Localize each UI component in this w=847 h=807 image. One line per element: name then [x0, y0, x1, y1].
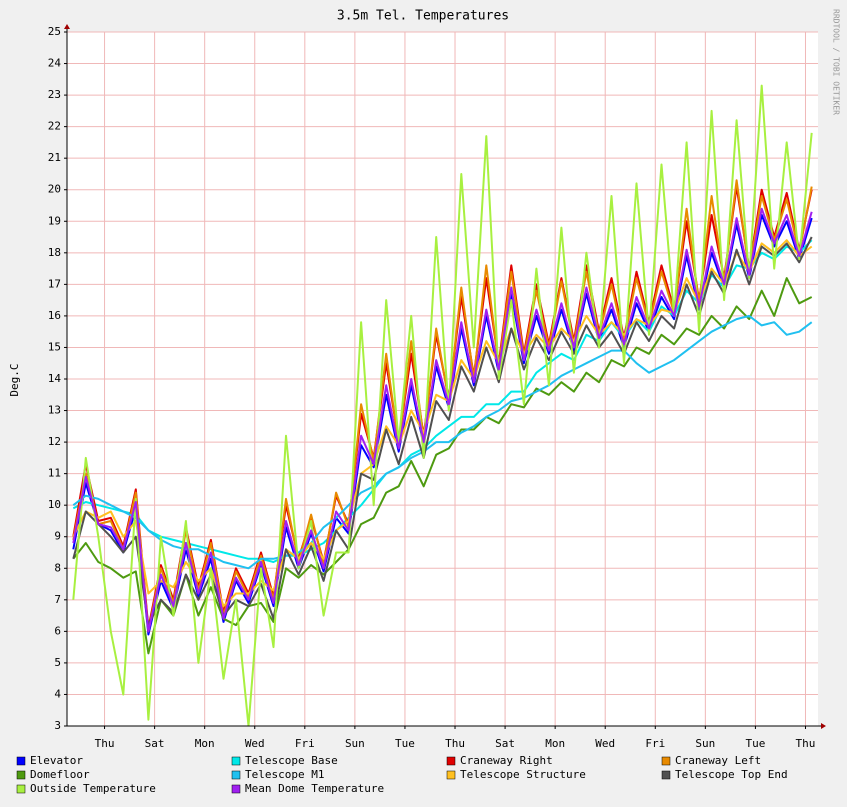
x-tick-label: Thu — [796, 737, 816, 750]
y-tick-label: 15 — [48, 340, 61, 353]
legend-swatch — [231, 784, 241, 794]
x-tick-label: Sat — [145, 737, 165, 750]
y-tick-label: 10 — [48, 498, 61, 511]
y-tick-label: 4 — [54, 687, 61, 700]
series-line — [72, 314, 813, 570]
y-tick-label: 14 — [48, 372, 62, 385]
x-tick-label: Sat — [495, 737, 515, 750]
y-tick-label: 6 — [54, 624, 61, 637]
legend-swatch — [446, 756, 456, 766]
y-axis-label: Deg.C — [8, 363, 21, 396]
legend-label: Telescope Structure — [460, 768, 586, 781]
side-note: RRDTOOL / TOBI OETIKER — [832, 9, 841, 115]
legend-swatch — [446, 770, 456, 780]
legend-swatch — [16, 770, 26, 780]
y-tick-label: 11 — [48, 467, 61, 480]
legend-label: Craneway Left — [675, 754, 761, 767]
x-tick-label: Wed — [245, 737, 265, 750]
x-tick-label: Tue — [395, 737, 415, 750]
legend-swatch — [231, 756, 241, 766]
x-tick-label: Wed — [595, 737, 615, 750]
x-tick-label: Fri — [645, 737, 665, 750]
y-tick-label: 17 — [48, 277, 61, 290]
series-line — [72, 239, 813, 608]
x-tick-label: Sun — [345, 737, 365, 750]
x-tick-label: Mon — [195, 737, 215, 750]
series-line — [72, 239, 813, 563]
legend-label: Outside Temperature — [30, 782, 156, 795]
legend-swatch — [661, 756, 671, 766]
legend-label: Elevator — [30, 754, 83, 767]
y-tick-label: 3 — [54, 719, 61, 732]
series-line — [72, 207, 813, 633]
y-tick-label: 22 — [48, 120, 61, 133]
legend-label: Telescope Top End — [675, 768, 788, 781]
x-tick-label: Mon — [545, 737, 565, 750]
legend-swatch — [661, 770, 671, 780]
series-line — [72, 277, 813, 655]
x-tick-label: Sun — [695, 737, 715, 750]
x-tick-label: Thu — [445, 737, 465, 750]
x-axis-arrow — [821, 723, 826, 729]
legend-label: Telescope M1 — [245, 768, 324, 781]
y-tick-label: 12 — [48, 435, 61, 448]
series-line — [72, 236, 813, 627]
legend-swatch — [16, 756, 26, 766]
y-tick-label: 21 — [48, 151, 61, 164]
y-tick-label: 23 — [48, 88, 61, 101]
x-tick-label: Thu — [95, 737, 115, 750]
y-tick-label: 25 — [48, 25, 61, 38]
y-axis-arrow — [64, 24, 70, 29]
y-tick-label: 19 — [48, 214, 61, 227]
legend-swatch — [16, 784, 26, 794]
legend-label: Domefloor — [30, 768, 90, 781]
y-tick-label: 16 — [48, 309, 61, 322]
y-tick-label: 8 — [54, 561, 61, 574]
chart-title: 3.5m Tel. Temperatures — [337, 9, 509, 24]
y-tick-label: 13 — [48, 404, 61, 417]
y-tick-label: 7 — [54, 593, 61, 606]
x-tick-label: Tue — [745, 737, 765, 750]
legend-label: Mean Dome Temperature — [245, 782, 384, 795]
series-line — [72, 179, 813, 633]
legend-label: Craneway Right — [460, 754, 553, 767]
series-line — [72, 84, 813, 726]
legend-swatch — [231, 770, 241, 780]
y-tick-label: 18 — [48, 246, 61, 259]
legend-label: Telescope Base — [245, 754, 338, 767]
y-tick-label: 9 — [54, 530, 61, 543]
x-tick-label: Fri — [295, 737, 315, 750]
y-tick-label: 20 — [48, 183, 61, 196]
y-tick-label: 5 — [54, 656, 61, 669]
y-tick-label: 24 — [48, 57, 62, 70]
